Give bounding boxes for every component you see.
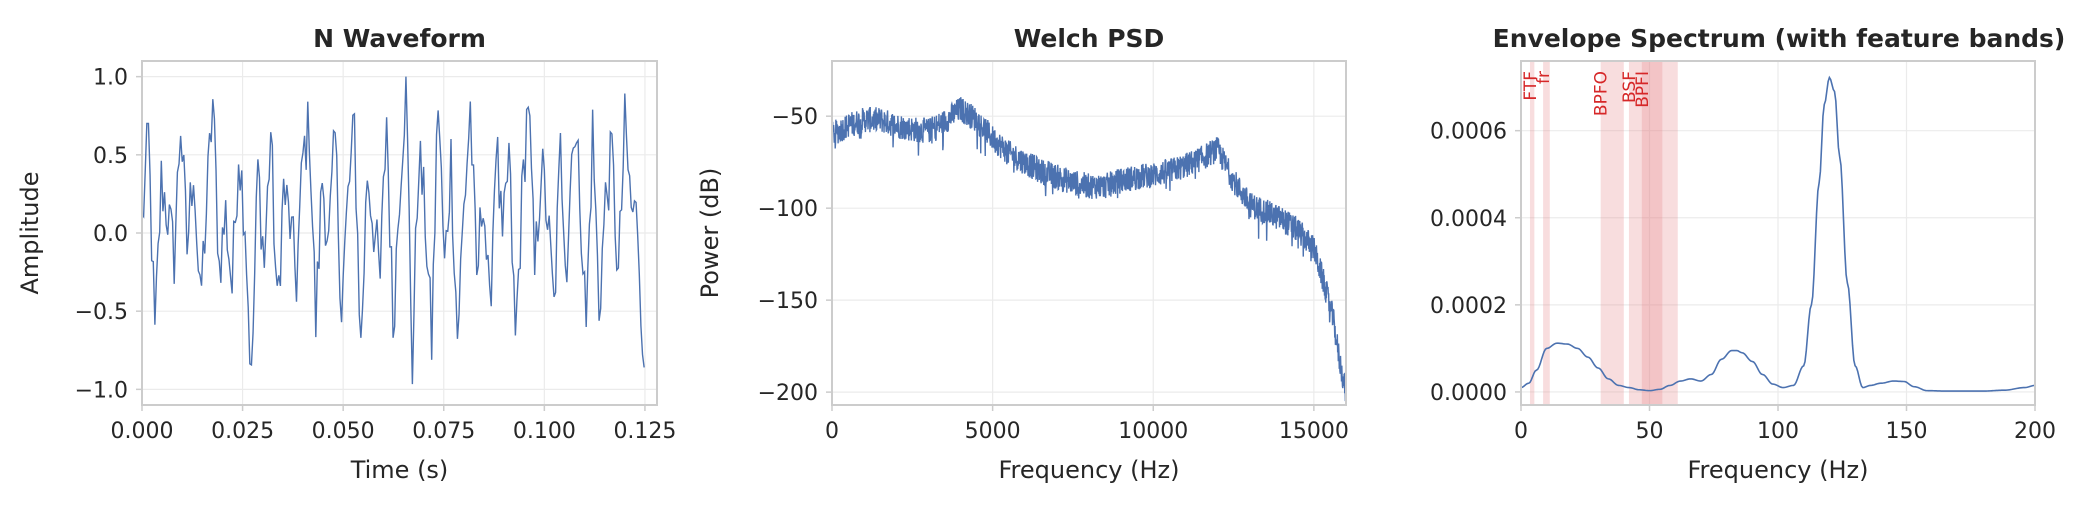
feature-band <box>1543 61 1550 405</box>
x-tick-label: 0.125 <box>613 419 676 444</box>
axes-frame-psd <box>831 60 1347 406</box>
y-tick-label: 0.0000 <box>1430 381 1507 406</box>
feature-band-label: fr <box>1534 71 1554 84</box>
feature-band-label: BSF <box>1620 71 1640 103</box>
y-tick-label: 0.0002 <box>1430 294 1507 319</box>
grid-psd <box>831 61 1346 405</box>
feature-band-label: BPFI <box>1633 71 1653 108</box>
x-tick-label: 100 <box>1757 419 1799 444</box>
envelope-line <box>1520 75 2036 392</box>
y-tick-label: 0.0 <box>93 222 128 247</box>
y-axis-label-waveform: Amplitude <box>16 172 44 295</box>
x-tick-label: 50 <box>1636 419 1664 444</box>
x-tick-label: 5000 <box>965 419 1021 444</box>
x-tick-label: 0.050 <box>312 419 375 444</box>
chart-title-envelope: Envelope Spectrum (with feature bands) <box>1493 24 2066 53</box>
x-tick-label: 10000 <box>1118 419 1188 444</box>
feature-band <box>1600 61 1624 405</box>
feature-band-label: FTF <box>1521 71 1541 101</box>
feature-band <box>1529 61 1535 405</box>
x-axis-label-psd: Frequency (Hz) <box>999 456 1180 484</box>
panel-psd: 0 5000 10000 15000 −200 −150 −100 −50 Welch PSD… <box>696 24 1349 484</box>
feature-band <box>1641 61 1678 405</box>
psd-line <box>831 97 1347 402</box>
x-tick-label: 0.100 <box>513 419 576 444</box>
x-tick-label: 150 <box>1886 419 1928 444</box>
ticks-psd: 0 5000 10000 15000 −200 −150 −100 −50 <box>758 105 1349 444</box>
y-tick-label: −150 <box>758 289 818 314</box>
y-tick-label: −0.5 <box>75 300 128 325</box>
ticks-waveform: 0.000 0.025 0.050 0.075 0.100 0.125 −1.0 −0.5 0.… <box>75 66 677 444</box>
y-tick-label: −200 <box>758 381 818 406</box>
x-tick-label: 0 <box>1514 419 1528 444</box>
feature-band <box>1628 61 1663 405</box>
grid-waveform <box>141 61 657 405</box>
x-tick-label: 15000 <box>1279 419 1349 444</box>
y-tick-label: 0.5 <box>93 144 128 169</box>
chart-title-waveform: N Waveform <box>313 24 486 53</box>
y-axis-label-psd: Power (dB) <box>696 168 724 299</box>
x-axis-label-envelope: Frequency (Hz) <box>1688 456 1869 484</box>
x-tick-label: 0.000 <box>111 419 174 444</box>
y-tick-label: −1.0 <box>75 378 128 403</box>
y-tick-label: 1.0 <box>93 66 128 91</box>
grid-envelope <box>1520 61 2036 405</box>
x-tick-label: 0.025 <box>211 419 274 444</box>
y-tick-label: −100 <box>758 197 818 222</box>
y-tick-label: −50 <box>772 105 818 130</box>
ticks-envelope: 0 50 100 150 200 0.0000 0.0002 0.0004 0.0006 <box>1430 120 2056 444</box>
waveform-line <box>141 76 645 385</box>
panel-waveform: 0.000 0.025 0.050 0.075 0.100 0.125 −1.0 −0.5 0.… <box>16 24 676 484</box>
x-tick-label: 0.075 <box>412 419 475 444</box>
y-tick-label: 0.0006 <box>1430 120 1507 145</box>
chart-title-psd: Welch PSD <box>1014 24 1165 53</box>
x-tick-label: 200 <box>2014 419 2056 444</box>
y-tick-label: 0.0004 <box>1430 207 1507 232</box>
x-tick-label: 0 <box>825 419 839 444</box>
feature-band-label: BPFO <box>1592 71 1612 116</box>
x-axis-label-waveform: Time (s) <box>350 456 449 484</box>
